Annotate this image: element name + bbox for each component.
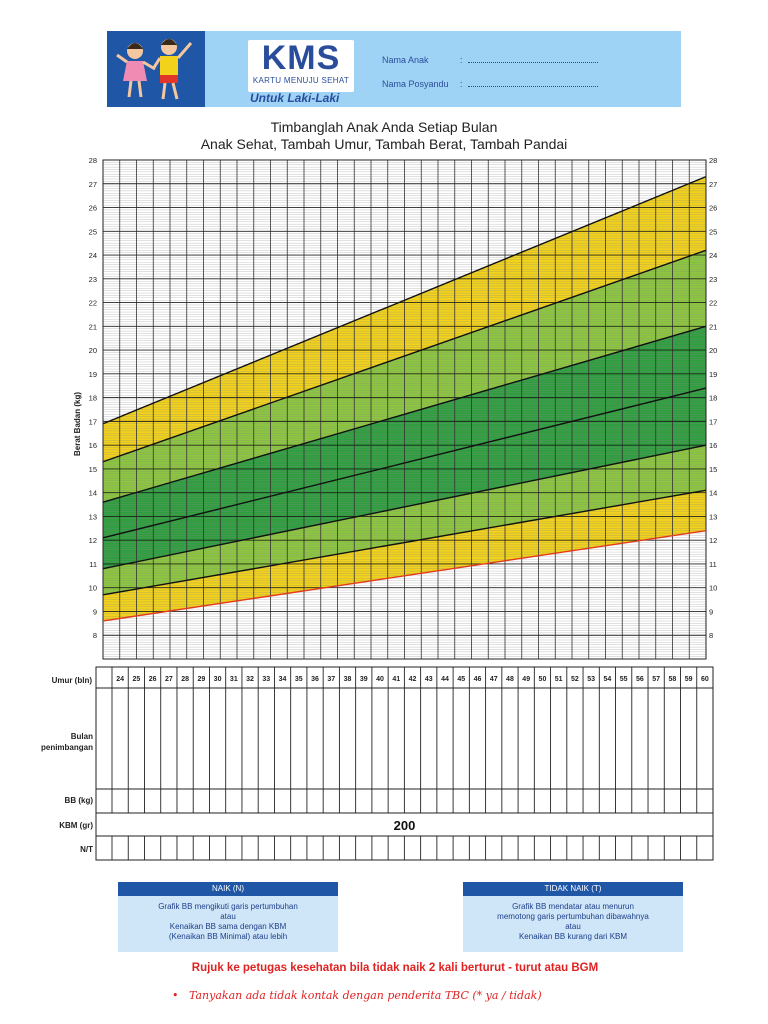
month-number: 34	[279, 676, 287, 683]
naik-text-line: Grafik BB mengikuti garis pertumbuhan	[158, 902, 298, 911]
tbc-question-text: Tanyakan ada tidak kontak dengan penderi…	[189, 989, 542, 1002]
month-number: 59	[685, 676, 693, 683]
month-number: 28	[181, 676, 189, 683]
month-number: 25	[132, 676, 140, 683]
field-nama-anak[interactable]: Nama Anak:	[382, 54, 598, 65]
logo-subtitle: KARTU MENUJU SEHAT	[252, 76, 350, 85]
naik-text-line: Kenaikan BB sama dengan KBM	[169, 922, 287, 931]
row-label-nt: N/T	[80, 845, 93, 854]
kbm-value: 200	[393, 818, 416, 833]
row-label-line: penimbangan	[40, 743, 93, 752]
month-number: 50	[539, 676, 547, 683]
field-line[interactable]	[467, 54, 598, 63]
gender-label: Untuk Laki-Laki	[250, 91, 340, 105]
month-number: 36	[311, 676, 319, 683]
month-number: 46	[474, 676, 482, 683]
month-number: 41	[392, 676, 400, 683]
month-number: 48	[506, 676, 514, 683]
month-number: 30	[214, 676, 222, 683]
month-number: 53	[587, 676, 595, 683]
tidak-naik-box-title: TIDAK NAIK (T)	[463, 882, 683, 896]
naik-box-title: NAIK (N)	[118, 882, 338, 896]
month-number: 24	[116, 676, 124, 683]
field-nama-posyandu[interactable]: Nama Posyandu:	[382, 78, 598, 89]
month-number: 27	[165, 676, 173, 683]
children-icon	[107, 31, 205, 107]
month-number: 56	[636, 676, 644, 683]
month-number: 29	[197, 676, 205, 683]
month-number: 37	[327, 676, 335, 683]
month-number: 38	[344, 676, 352, 683]
month-number: 42	[409, 676, 417, 683]
month-number: 43	[425, 676, 433, 683]
month-number: 49	[522, 676, 530, 683]
month-number: 32	[246, 676, 254, 683]
month-number: 60	[701, 676, 709, 683]
month-number: 51	[555, 676, 563, 683]
month-number: 47	[490, 676, 498, 683]
row-label-line: Bulan	[70, 732, 93, 741]
field-line[interactable]	[467, 78, 598, 87]
month-number: 31	[230, 676, 238, 683]
field-label: Nama Anak	[382, 55, 429, 65]
tidak-naik-text-line: Kenaikan BB kurang dari KBM	[518, 932, 628, 941]
naik-text-line: atau	[220, 912, 236, 921]
month-number: 44	[441, 676, 449, 683]
tidak-naik-text-line: atau	[565, 922, 581, 931]
logo-text: KMS	[261, 39, 341, 77]
month-number: 55	[620, 676, 628, 683]
bullet: •	[172, 989, 179, 1002]
chart-title-line-2: Anak Sehat, Tambah Umur, Tambah Berat, T…	[200, 136, 568, 152]
months-row-label: Umur (bln)	[51, 676, 92, 685]
row-label-kbm: KBM (gr)	[59, 821, 93, 830]
row-label-bb: BB (kg)	[64, 796, 93, 805]
month-number: 26	[149, 676, 157, 683]
tidak-naik-text-line: Grafik BB mendatar atau menurun	[512, 902, 634, 911]
tidak-naik-text-line: memotong garis pertumbuhan dibawahnya	[497, 912, 649, 921]
month-number: 45	[457, 676, 465, 683]
kms-header: KMS KARTU MENUJU SEHAT Untuk Laki-Laki N…	[107, 31, 681, 107]
field-sep: :	[460, 55, 463, 65]
month-number: 40	[376, 676, 384, 683]
month-number: 39	[360, 676, 368, 683]
month-number: 58	[668, 676, 676, 683]
month-number: 35	[295, 676, 303, 683]
month-number: 52	[571, 676, 579, 683]
row-label-bulan: Bulan penimbangan	[0, 731, 93, 753]
tbc-question: • Tanyakan ada tidak kontak dengan pende…	[172, 989, 542, 1002]
children-illustration	[107, 31, 205, 107]
month-number: 54	[604, 676, 612, 683]
tidak-naik-box-body: Grafik BB mendatar atau menurun memotong…	[463, 896, 683, 952]
month-number: 33	[262, 676, 270, 683]
naik-text-line: (Kenaikan BB Minimal) atau lebih	[168, 932, 288, 941]
chart-title-line-1: Timbanglah Anak Anda Setiap Bulan	[270, 119, 498, 135]
referral-note: Rujuk ke petugas kesehatan bila tidak na…	[191, 962, 599, 974]
field-sep: :	[460, 79, 463, 89]
naik-box-body: Grafik BB mengikuti garis pertumbuhan at…	[118, 896, 338, 952]
month-number: 57	[652, 676, 660, 683]
field-label: Nama Posyandu	[382, 79, 449, 89]
kms-logo: KMS KARTU MENUJU SEHAT	[248, 40, 354, 92]
